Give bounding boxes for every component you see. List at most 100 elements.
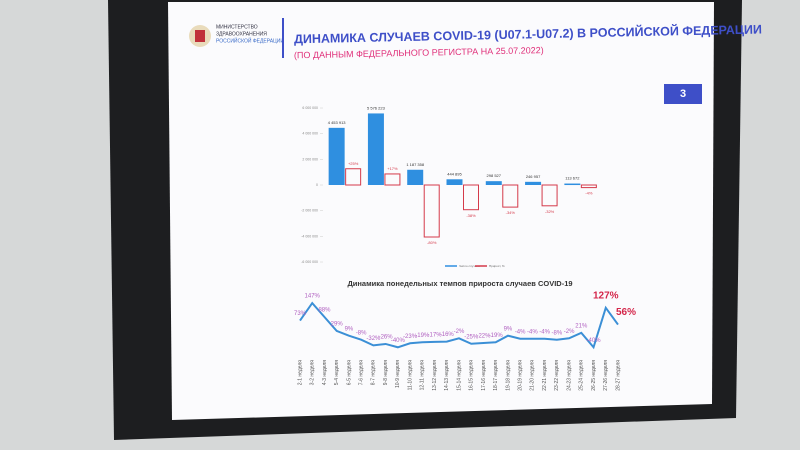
bar	[423, 184, 440, 238]
x-tick-label: 4-3 неделя	[322, 360, 328, 385]
data-label: -22%	[476, 334, 491, 340]
data-label: -32%	[545, 209, 555, 214]
data-label: 9%	[345, 326, 354, 332]
x-tick-label: 3-2 неделя	[310, 360, 316, 385]
x-tick-label: 28-27 неделя	[615, 360, 621, 391]
data-label: -8%	[356, 330, 367, 336]
data-label: 9%	[504, 326, 513, 332]
data-label: -32%	[366, 336, 381, 342]
data-label: 5 576 223	[367, 106, 386, 111]
data-label: 298 527	[487, 173, 502, 178]
bar	[407, 169, 424, 185]
data-label: -19%	[415, 333, 430, 339]
data-label: -38%	[466, 213, 476, 218]
x-tick-label: 12-11 неделя	[420, 360, 426, 391]
bar	[564, 183, 581, 186]
y-tick-label: 4 000 000	[302, 132, 318, 136]
charts: 6 000 000 4 000 000 2 000 000 0 -2 000 000 -4…	[294, 106, 636, 391]
data-label: +17%	[387, 166, 398, 171]
ministry: МИНИСТЕРСТВО	[216, 24, 258, 30]
bar	[525, 181, 542, 185]
data-label: 21%	[575, 323, 588, 329]
data-label: 113 672	[565, 176, 580, 181]
data-label: 444 895	[447, 171, 462, 176]
slide	[168, 2, 714, 420]
x-tick-label: 27-26 неделя	[603, 360, 609, 391]
x-tick-label: 25-24 неделя	[579, 360, 585, 391]
data-label: -4%	[515, 329, 526, 335]
x-tick-label: 11-10 неделя	[407, 360, 413, 391]
ministry: РОССИЙСКОЙ ФЕДЕРАЦИИ	[216, 36, 284, 44]
bar	[384, 173, 401, 186]
x-tick-label: 14-13 неделя	[444, 360, 450, 391]
data-label: +25%	[348, 161, 359, 166]
bar	[580, 184, 597, 189]
data-label: -2%	[564, 329, 575, 335]
legend-label: Число случаев	[459, 264, 480, 268]
data-label: -25%	[464, 334, 479, 340]
x-tick-label: 20-19 неделя	[517, 360, 523, 391]
data-label: 1 187 358	[406, 162, 425, 167]
data-label: 56%	[616, 307, 636, 318]
data-label: -4%	[539, 329, 550, 335]
x-tick-label: 17-16 неделя	[481, 360, 487, 391]
data-label: -17%	[428, 332, 443, 338]
x-tick-label: 6-5 неделя	[346, 360, 352, 385]
x-tick-label: 2-1 неделя	[297, 360, 303, 385]
data-label: -40%	[587, 338, 602, 344]
bar	[345, 168, 362, 186]
data-label: 246 957	[526, 174, 541, 179]
data-label: -26%	[379, 335, 394, 341]
chart-title: Динамика понедельных темпов прироста слу…	[347, 279, 572, 288]
x-tick-label: 19-18 неделя	[505, 360, 511, 391]
x-tick-label: 26-25 неделя	[591, 360, 597, 391]
data-label: -4%	[585, 191, 593, 196]
x-tick-label: 16-15 неделя	[469, 360, 475, 391]
data-label: -16%	[440, 332, 455, 338]
x-tick-label: 7-6 неделя	[358, 360, 364, 385]
data-label: -23%	[403, 334, 418, 340]
data-label: -40%	[391, 338, 406, 344]
bar	[446, 179, 463, 185]
y-tick-label: -2 000 000	[301, 209, 318, 213]
y-tick-label: -4 000 000	[301, 234, 318, 238]
data-label: 73%	[294, 311, 307, 317]
legend-label: Прирост, %	[489, 264, 505, 268]
data-label: -2%	[454, 329, 465, 335]
bar	[485, 181, 502, 185]
bar	[541, 184, 558, 207]
x-tick-label: 15-14 неделя	[456, 360, 462, 391]
x-tick-label: 18-17 неделя	[493, 360, 499, 391]
y-tick-label: 2 000 000	[302, 157, 318, 161]
line	[299, 301, 619, 350]
data-label: 147%	[305, 294, 321, 300]
emblem-shield	[195, 30, 205, 42]
x-tick-label: 13-12 неделя	[432, 360, 438, 391]
x-tick-label: 8-7 неделя	[371, 360, 377, 385]
page-number: 3	[680, 88, 686, 100]
x-tick-label: 9-8 неделя	[383, 360, 389, 385]
bar	[463, 184, 479, 211]
x-tick-label: 21-20 неделя	[530, 360, 536, 391]
y-tick-label: 6 000 000	[302, 106, 318, 110]
y-tick-label: 0	[316, 183, 318, 187]
bar	[367, 113, 384, 185]
data-label: -19%	[489, 333, 504, 339]
x-tick-label: 10-9 неделя	[395, 360, 401, 388]
data-label: 29%	[331, 322, 344, 328]
ministry: ЗДРАВООХРАНЕНИЯ	[216, 31, 267, 37]
bar	[328, 127, 345, 185]
page-box	[664, 84, 702, 104]
data-label: 127%	[593, 290, 619, 301]
y-tick-label: -6 000 000	[301, 260, 318, 264]
bar	[502, 184, 519, 208]
data-label: -80%	[427, 240, 437, 245]
divider	[282, 18, 284, 58]
data-label: -4%	[527, 329, 538, 335]
x-tick-label: 23-22 неделя	[554, 360, 560, 391]
x-tick-label: 5-4 неделя	[334, 360, 340, 385]
data-label: -34%	[506, 210, 516, 215]
data-label: 88%	[318, 308, 331, 314]
